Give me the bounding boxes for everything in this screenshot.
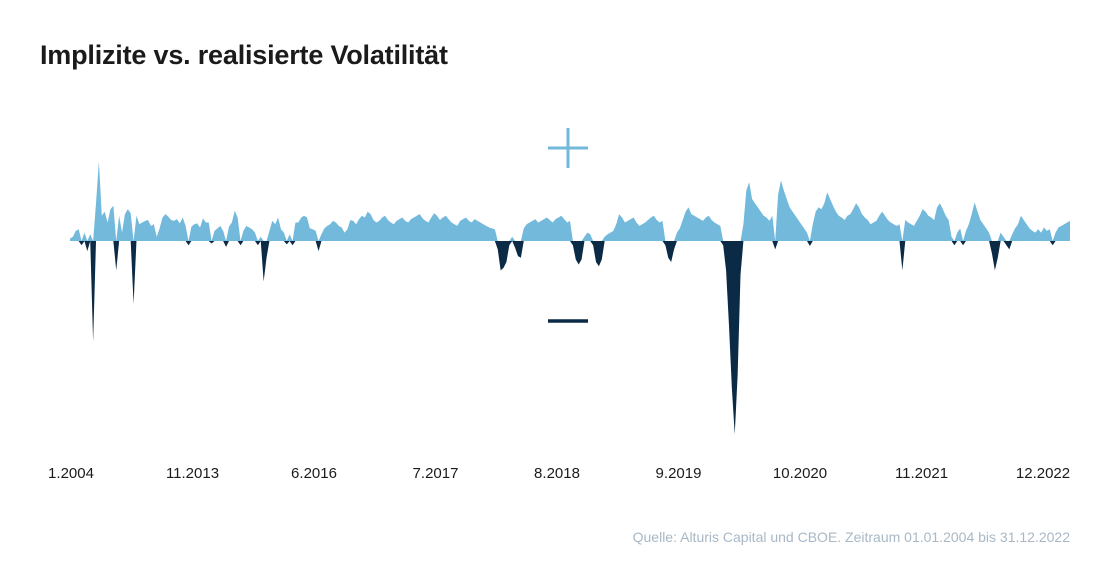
- x-tick-label: 9.2019: [655, 465, 702, 482]
- x-tick-label: 12.2022: [1015, 465, 1071, 482]
- source-note: Quelle: Alturis Capital und CBOE. Zeitra…: [632, 529, 1070, 545]
- x-tick-label: 11.2021: [894, 465, 949, 482]
- legend-gains-label: Gewinne: [45, 173, 62, 229]
- chart-title: Implizite vs. realisierte Volatilität: [40, 40, 448, 70]
- x-tick-label: 10.2020: [772, 465, 828, 482]
- x-axis-labels: 1.2004 11.2013 6.2016 7.2017 8.2018 9.2019 10.…: [0, 465, 1110, 485]
- x-tick-label: 8.2018: [534, 465, 580, 482]
- x-tick-label: 11.2013: [165, 465, 220, 482]
- legend-gains: Gewinne: [40, 161, 67, 241]
- loss-area: [70, 241, 1070, 435]
- x-tick-label: 1.2004: [48, 465, 94, 482]
- plus-symbol: [548, 128, 588, 168]
- x-tick-label: 7.2017: [412, 465, 459, 482]
- legend-losses: Verluste: [40, 241, 67, 320]
- legend-losses-label: Verluste: [45, 255, 62, 306]
- gain-area: [70, 161, 1070, 241]
- x-tick-label: 6.2016: [291, 465, 337, 482]
